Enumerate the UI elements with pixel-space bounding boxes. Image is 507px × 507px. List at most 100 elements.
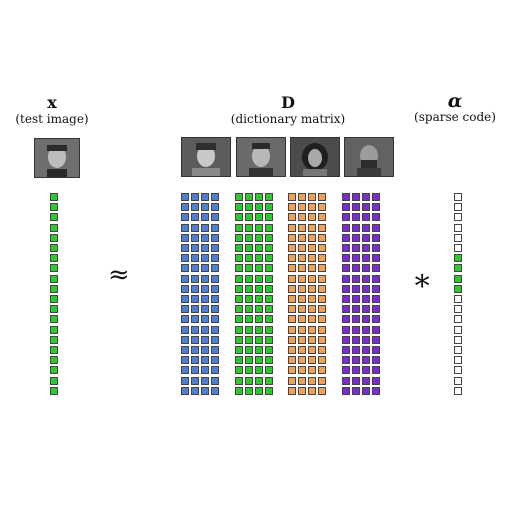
dictionary-cell-green: [244, 193, 253, 201]
dictionary-cell-blue: [191, 223, 199, 232]
dictionary-cell-blue: [211, 264, 219, 273]
dictionary-cell-green: [234, 325, 243, 334]
dictionary-cell-blue: [191, 244, 199, 252]
dictionary-cell-green: [244, 315, 253, 324]
dictionary-cell-green: [254, 376, 263, 385]
alpha-cell-zero: [454, 244, 462, 252]
dictionary-cell-purple: [341, 223, 350, 232]
dictionary-cell-green: [254, 366, 263, 375]
dictionary-cell-purple: [351, 233, 360, 242]
dictionary-cell-green: [234, 274, 243, 283]
alpha-cell-active: [454, 284, 462, 293]
x-cell: [50, 193, 58, 201]
alpha-cell-zero: [454, 346, 462, 354]
dictionary-cell-orange: [318, 295, 326, 303]
dictionary-cell-purple: [361, 244, 370, 252]
dictionary-cell-blue: [211, 193, 219, 201]
x-cell: [50, 203, 58, 212]
dictionary-cell-green: [264, 244, 273, 252]
dictionary-cell-blue: [181, 386, 189, 395]
dictionary-cell-purple: [371, 356, 380, 365]
dictionary-cell-green: [264, 376, 273, 385]
dictionary-cell-orange: [308, 264, 316, 273]
dictionary-cell-green: [264, 325, 273, 334]
dictionary-cell-green: [234, 254, 243, 263]
dictionary-face-photo-4: [344, 137, 394, 177]
dictionary-cell-purple: [371, 305, 380, 314]
dictionary-cell-orange: [318, 213, 326, 222]
dictionary-cell-blue: [181, 254, 189, 263]
times-symbol: ∗: [412, 263, 433, 298]
alpha-label: α (sparse code): [410, 90, 500, 125]
dictionary-cell-blue: [201, 376, 209, 385]
dictionary-cell-orange: [318, 305, 326, 314]
dictionary-cell-blue: [191, 376, 199, 385]
dictionary-cell-purple: [351, 274, 360, 283]
dictionary-cell-green: [234, 386, 243, 395]
dictionary-cell-green: [254, 335, 263, 344]
alpha-cell-zero: [454, 203, 462, 212]
dictionary-cell-green: [254, 203, 263, 212]
dictionary-cell-blue: [211, 305, 219, 314]
dictionary-cell-blue: [181, 223, 189, 232]
dictionary-cell-blue: [201, 315, 209, 324]
dictionary-cell-orange: [318, 335, 326, 344]
dictionary-cell-blue: [211, 284, 219, 293]
dictionary-cell-blue: [191, 274, 199, 283]
dictionary-cell-green: [244, 305, 253, 314]
dictionary-cell-purple: [371, 295, 380, 303]
dictionary-cell-blue: [191, 203, 199, 212]
dictionary-cell-orange: [288, 366, 296, 375]
x-cell: [50, 274, 58, 283]
dictionary-face-photo-1: [181, 137, 231, 177]
dictionary-cell-green: [234, 315, 243, 324]
dictionary-cell-orange: [298, 366, 306, 375]
dictionary-cell-orange: [318, 233, 326, 242]
dictionary-cell-orange: [298, 223, 306, 232]
dictionary-cell-green: [244, 254, 253, 263]
dictionary-cell-purple: [341, 264, 350, 273]
dictionary-cell-orange: [308, 366, 316, 375]
alpha-symbol: α: [447, 90, 463, 112]
dictionary-cell-green: [244, 335, 253, 344]
dictionary-cell-blue: [201, 193, 209, 201]
dictionary-cell-blue: [181, 295, 189, 303]
dictionary-cell-green: [264, 233, 273, 242]
dictionary-cell-purple: [351, 193, 360, 201]
dictionary-cell-blue: [191, 356, 199, 365]
dictionary-cell-orange: [298, 254, 306, 263]
dictionary-cell-blue: [191, 366, 199, 375]
dictionary-cell-blue: [191, 193, 199, 201]
alpha-cell-zero: [454, 325, 462, 334]
dictionary-cell-orange: [298, 203, 306, 212]
dictionary-cell-orange: [288, 295, 296, 303]
alpha-cell-zero: [454, 305, 462, 314]
dictionary-cell-purple: [361, 335, 370, 344]
dictionary-cell-orange: [308, 213, 316, 222]
dictionary-cell-orange: [308, 335, 316, 344]
dictionary-cell-green: [234, 335, 243, 344]
dictionary-cell-green: [264, 315, 273, 324]
dictionary-cell-purple: [371, 274, 380, 283]
x-cell: [50, 315, 58, 324]
dictionary-face-photo-3: [290, 137, 340, 177]
dictionary-cell-orange: [298, 386, 306, 395]
dictionary-cell-green: [244, 274, 253, 283]
dictionary-cell-blue: [211, 213, 219, 222]
dictionary-cell-orange: [288, 284, 296, 293]
dictionary-cell-blue: [181, 366, 189, 375]
x-cell: [50, 376, 58, 385]
dictionary-cell-green: [254, 295, 263, 303]
test-image-vector: [50, 193, 60, 398]
dictionary-cell-orange: [288, 376, 296, 385]
dictionary-cell-green: [254, 284, 263, 293]
alpha-cell-active: [454, 254, 462, 263]
dictionary-cell-purple: [351, 264, 360, 273]
dictionary-cell-blue: [201, 213, 209, 222]
x-cell: [50, 244, 58, 252]
dictionary-cell-blue: [211, 233, 219, 242]
dictionary-cell-purple: [341, 366, 350, 375]
dictionary-cell-orange: [318, 193, 326, 201]
dictionary-cell-green: [254, 325, 263, 334]
dictionary-cell-orange: [298, 346, 306, 354]
